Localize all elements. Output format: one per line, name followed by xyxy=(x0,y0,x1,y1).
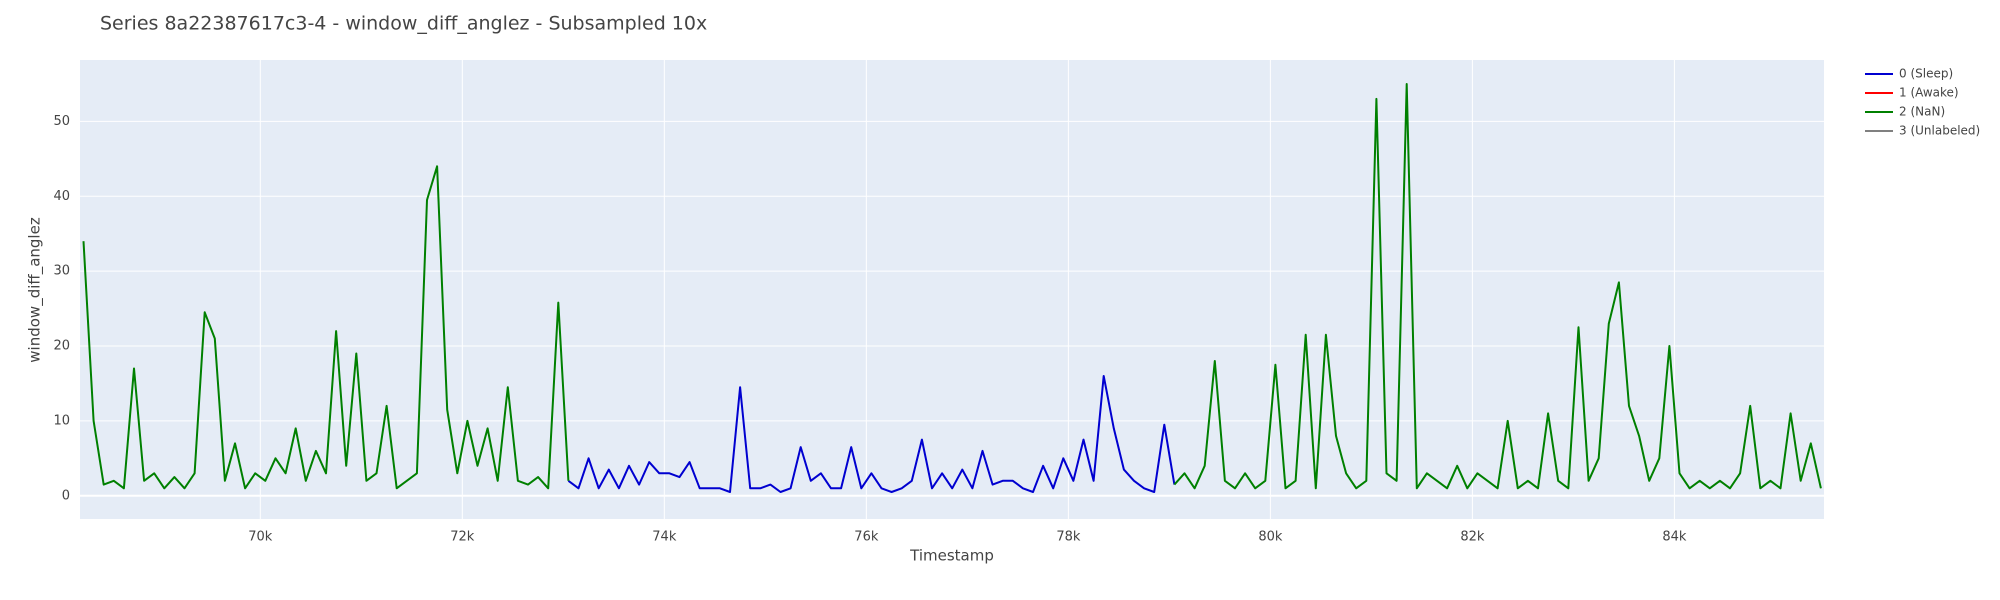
x-tick-label: 82k xyxy=(1460,530,1485,545)
y-tick-label: 40 xyxy=(53,189,70,204)
chart-title: Series 8a22387617c3-4 - window_diff_angl… xyxy=(100,13,707,35)
x-tick-label: 78k xyxy=(1056,530,1081,545)
y-tick-label: 10 xyxy=(53,413,70,428)
legend-label: 0 (Sleep) xyxy=(1899,67,1953,81)
y-tick-label: 50 xyxy=(53,114,70,129)
x-tick-label: 72k xyxy=(450,530,475,545)
x-axis-title: Timestamp xyxy=(909,547,994,565)
series-line xyxy=(1173,83,1822,490)
x-tick-label: 76k xyxy=(854,530,879,545)
x-tick-label: 74k xyxy=(652,530,677,545)
legend-label: 3 (Unlabeled) xyxy=(1899,124,1980,138)
x-tick-label: 84k xyxy=(1662,530,1687,545)
legend-label: 1 (Awake) xyxy=(1899,86,1959,100)
legend-label: 2 (NaN) xyxy=(1899,105,1945,119)
series-line xyxy=(82,165,570,490)
x-tick-label: 70k xyxy=(248,530,273,545)
series-line xyxy=(567,375,1176,493)
y-tick-label: 20 xyxy=(53,339,70,354)
x-tick-label: 80k xyxy=(1258,530,1283,545)
y-tick-label: 0 xyxy=(62,488,70,503)
y-axis-title: window_diff_anglez xyxy=(26,217,45,363)
y-tick-label: 30 xyxy=(53,264,70,279)
plot-area xyxy=(80,60,1824,519)
